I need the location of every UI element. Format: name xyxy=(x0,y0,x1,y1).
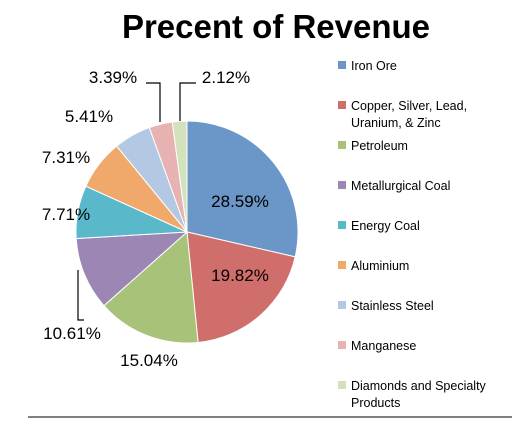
legend-swatch-stainless-steel xyxy=(338,301,346,309)
data-label-diamonds-and-specialty-products: 2.12% xyxy=(202,68,250,87)
data-label-metallurgical-coal: 10.61% xyxy=(43,324,101,343)
legend-label-manganese: Manganese xyxy=(351,339,416,353)
legend-swatch-petroleum xyxy=(338,141,346,149)
leader-line-manganese xyxy=(146,82,161,122)
legend-swatch-energy-coal xyxy=(338,221,346,229)
legend-swatch-diamonds-and-specialty-products xyxy=(338,381,346,389)
pie-slice-metallurgical-coal xyxy=(75,231,189,307)
legend-label-stainless-steel: Stainless Steel xyxy=(351,299,434,313)
legend-label-energy-coal: Energy Coal xyxy=(351,219,420,233)
leader-line-metallurgical-coal xyxy=(77,270,84,321)
legend: Iron Ore Copper, Silver, Lead, Uranium, & … xyxy=(338,59,487,410)
data-label-iron-ore: 28.59% xyxy=(211,192,269,211)
pie-slice-copper-silver-lead-uranium-zinc xyxy=(186,231,296,343)
data-label-manganese: 3.39% xyxy=(89,68,137,87)
legend-label-metallurgical-coal: Metallurgical Coal xyxy=(351,179,450,193)
legend-swatch-aluminium xyxy=(338,261,346,269)
leader-line-diamonds xyxy=(179,82,196,121)
pie-slice-petroleum xyxy=(103,230,199,344)
data-label-aluminium: 7.31% xyxy=(42,148,90,167)
chart-title: Precent of Revenue xyxy=(122,8,430,45)
pie-slice-diamonds-and-specialty-products xyxy=(171,120,188,233)
pie-data-labels: 28.59% 19.82% 15.04% 10.61% 7.71% 7.31% 5.41% 3… xyxy=(42,68,269,370)
legend-swatch-manganese xyxy=(338,341,346,349)
data-label-petroleum: 15.04% xyxy=(120,351,178,370)
legend-label-iron-ore: Iron Ore xyxy=(351,59,397,73)
legend-label-petroleum: Petroleum xyxy=(351,139,408,153)
pie-slices xyxy=(75,120,299,344)
legend-label-copper-silver-lead-uranium-zinc: Copper, Silver, Lead, Uranium, & Zinc xyxy=(351,99,467,130)
legend-swatch-metallurgical-coal xyxy=(338,181,346,189)
data-label-copper-silver-lead-uranium-zinc: 19.82% xyxy=(211,266,269,285)
legend-label-aluminium: Aluminium xyxy=(351,259,409,273)
data-label-stainless-steel: 5.41% xyxy=(65,107,113,126)
legend-swatch-iron-ore xyxy=(338,61,346,69)
data-label-energy-coal: 7.71% xyxy=(42,205,90,224)
legend-swatch-copper-silver-lead-uranium-zinc xyxy=(338,101,346,109)
legend-label-diamonds-and-specialty-products: Diamonds and Specialty Products xyxy=(351,379,487,410)
pie-slice-iron-ore xyxy=(186,120,299,258)
leader-lines xyxy=(77,82,196,321)
